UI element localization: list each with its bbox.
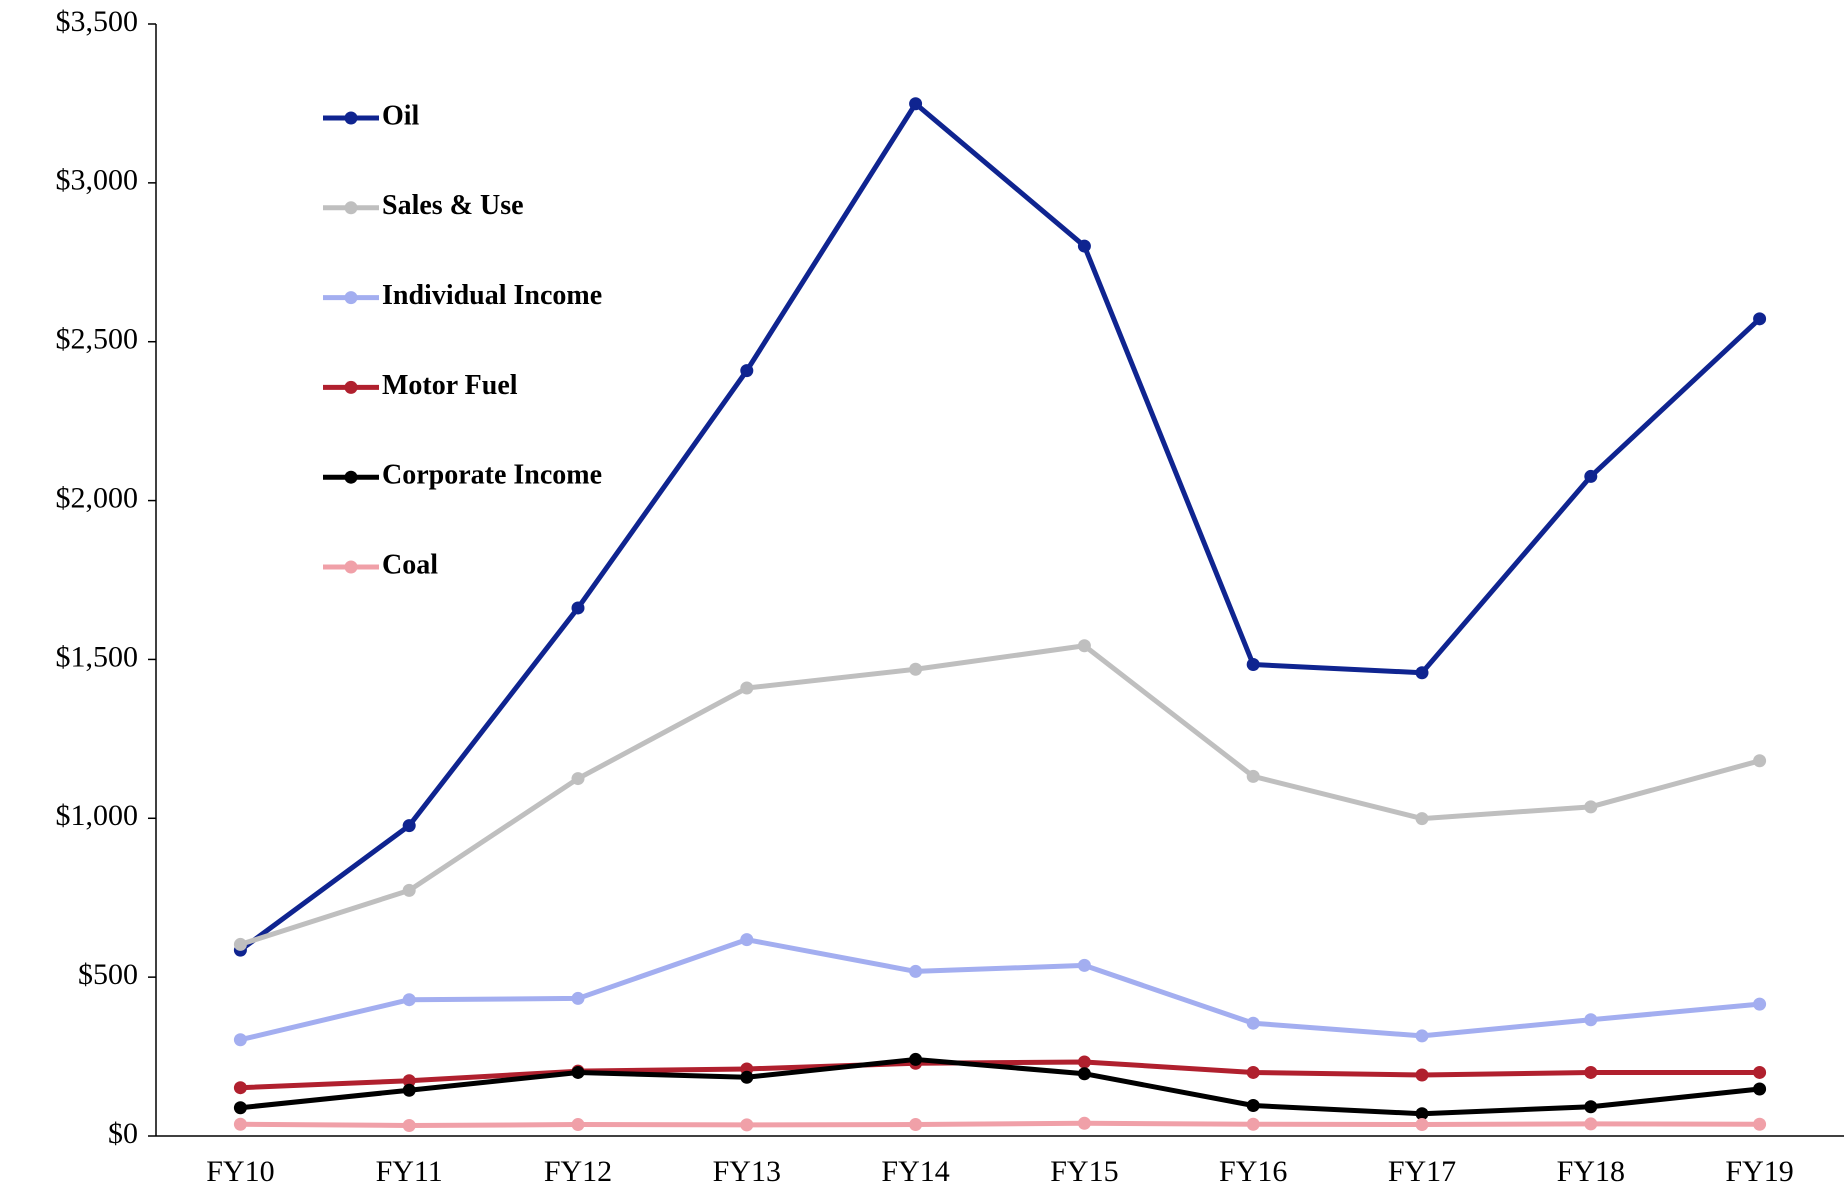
legend-marker: [344, 201, 358, 215]
x-tick-label: FY19: [1725, 1155, 1793, 1188]
data-point: [1077, 639, 1091, 653]
data-point: [571, 601, 585, 615]
data-point: [402, 993, 416, 1007]
legend-marker: [344, 291, 358, 305]
data-point: [1246, 1117, 1260, 1131]
y-tick-label: $0: [108, 1117, 138, 1150]
data-point: [402, 883, 416, 897]
data-point: [1415, 1107, 1429, 1121]
data-point: [740, 681, 754, 695]
legend-marker: [344, 380, 358, 394]
data-point: [233, 937, 247, 951]
data-point: [909, 97, 923, 111]
data-point: [1753, 1117, 1767, 1131]
data-point: [909, 964, 923, 978]
data-point: [1246, 1098, 1260, 1112]
data-point: [1415, 1118, 1429, 1132]
data-point: [402, 1119, 416, 1133]
data-point: [1753, 1065, 1767, 1079]
series-line: [239, 937, 1760, 1043]
data-point: [1077, 1067, 1091, 1081]
series-line: [240, 1120, 1760, 1129]
data-point: [402, 1083, 416, 1097]
data-point: [1415, 1068, 1429, 1082]
data-point: [233, 1101, 247, 1115]
legend-label: Corporate Income: [382, 460, 602, 491]
data-point: [571, 1065, 585, 1079]
legend-label: Oil: [382, 100, 420, 131]
data-point: [740, 1118, 754, 1132]
x-tick-label: FY11: [376, 1155, 443, 1188]
data-point: [1077, 958, 1091, 972]
data-point: [740, 1070, 754, 1084]
data-point: [740, 933, 754, 947]
y-tick-label: $3,500: [56, 5, 139, 38]
legend-label: Sales & Use: [382, 190, 524, 221]
x-tick-label: FY14: [881, 1155, 949, 1188]
series-line: [240, 1059, 1760, 1091]
legend-marker: [344, 560, 358, 574]
data-point: [571, 1118, 585, 1132]
x-tick-label: FY10: [206, 1155, 274, 1188]
data-point: [233, 1033, 247, 1047]
data-point: [1584, 1065, 1598, 1079]
data-point: [233, 1081, 247, 1095]
series-line: [238, 101, 1762, 953]
legend-label: Individual Income: [382, 280, 602, 311]
legend-marker: [344, 470, 358, 484]
y-tick-label: $1,000: [56, 799, 139, 832]
data-point: [1584, 1117, 1598, 1131]
data-point: [909, 1118, 923, 1132]
data-point: [1584, 800, 1598, 814]
x-tick-label: FY13: [713, 1155, 781, 1188]
series-line: [240, 1056, 1760, 1117]
data-point: [1246, 1065, 1260, 1079]
data-point: [1246, 769, 1260, 783]
data-point: [571, 991, 585, 1005]
data-point: [1753, 754, 1767, 768]
data-point: [1077, 239, 1091, 253]
x-tick-label: FY17: [1388, 1155, 1456, 1188]
data-point: [402, 819, 416, 833]
data-point: [1415, 812, 1429, 826]
y-tick-label: $500: [78, 958, 138, 991]
data-point: [571, 772, 585, 786]
data-point: [740, 364, 754, 378]
data-point: [1246, 1016, 1260, 1030]
data-point: [233, 1117, 247, 1131]
data-point: [909, 662, 923, 676]
data-point: [1753, 997, 1767, 1011]
data-point: [1415, 1029, 1429, 1043]
x-tick-label: FY16: [1219, 1155, 1287, 1188]
data-point: [1753, 1082, 1767, 1096]
data-point: [1415, 666, 1429, 680]
legend-label: Coal: [382, 549, 438, 580]
y-tick-label: $2,500: [56, 323, 139, 356]
x-tick-label: FY18: [1557, 1155, 1625, 1188]
series-line: [239, 643, 1761, 947]
y-tick-label: $3,000: [56, 164, 139, 197]
legend-label: Motor Fuel: [382, 370, 518, 401]
x-tick-label: FY15: [1050, 1155, 1118, 1188]
data-point: [1584, 1100, 1598, 1114]
y-tick-label: $1,500: [56, 640, 139, 673]
data-point: [909, 1052, 923, 1066]
data-point: [1753, 312, 1767, 326]
data-point: [1077, 1116, 1091, 1130]
legend-marker: [344, 111, 358, 125]
data-point: [1246, 658, 1260, 672]
data-point: [1077, 1055, 1091, 1069]
y-tick-label: $2,000: [56, 481, 139, 514]
data-point: [1584, 1013, 1598, 1027]
x-tick-label: FY12: [544, 1155, 612, 1188]
data-point: [1584, 469, 1598, 483]
data-point: [402, 1074, 416, 1088]
